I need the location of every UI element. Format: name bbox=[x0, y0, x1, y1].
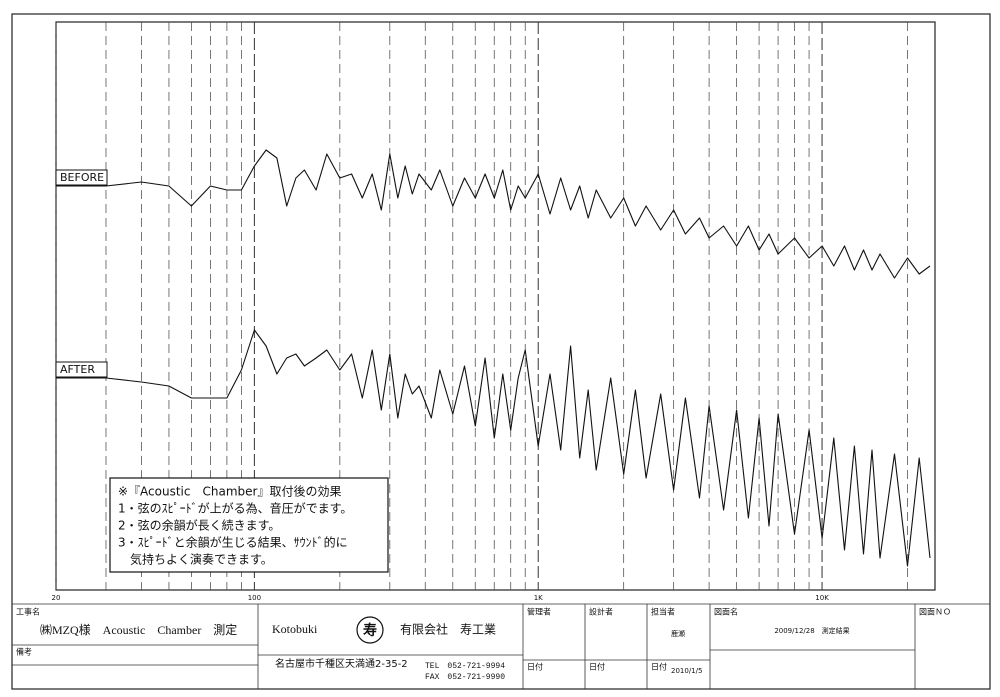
person-name: 鹿瀬 bbox=[671, 629, 685, 638]
drawing-name: 2009/12/28 測定結果 bbox=[774, 626, 849, 635]
tel: TEL 052-721-9994 bbox=[425, 662, 505, 671]
logo: 寿 bbox=[363, 622, 377, 639]
x-tick-label: 100 bbox=[248, 594, 261, 602]
date: 2010/1/5 bbox=[671, 667, 702, 675]
x-tick-label: 1K bbox=[534, 594, 543, 602]
title-block: 工事名 ㈱MZQ様 Acoustic Chamber 測定 備考 Kotobuk… bbox=[12, 603, 990, 689]
series-label: BEFORE bbox=[60, 171, 104, 184]
series-label-box bbox=[55, 361, 108, 378]
note-line: 1・弦のｽﾋﾟｰﾄﾞが上がる為、音圧がでます。 bbox=[118, 501, 352, 516]
x-tick-label: 10K bbox=[815, 594, 829, 602]
note-line: 3・ｽﾋﾟｰﾄﾞと余韻が生じる結果、ｻｳﾝﾄﾞ的に bbox=[118, 535, 348, 550]
note-line: 2・弦の余韻が長く続きます。 bbox=[118, 518, 280, 533]
date-label: 日付 bbox=[651, 662, 667, 672]
note: ※『Acoustic Chamber』取付後の効果 1・弦のｽﾋﾟｰﾄﾞが上がる為… bbox=[118, 484, 352, 567]
series-label-box bbox=[55, 169, 108, 186]
series-line bbox=[56, 149, 931, 279]
address: 名古屋市千種区天満通2-35-2 bbox=[275, 657, 408, 670]
company-name: 有限会社 寿工業 bbox=[400, 622, 496, 637]
date-label: 日付 bbox=[527, 662, 543, 672]
date-label: 日付 bbox=[589, 662, 605, 672]
series-line bbox=[56, 329, 931, 567]
note-line: 気持ちよく演奏できます。 bbox=[118, 552, 273, 567]
company-en: Kotobuki bbox=[272, 622, 318, 636]
logo-circle bbox=[356, 616, 384, 644]
drawing-no-label: 図面ＮＯ bbox=[919, 608, 951, 617]
project-name: ㈱MZQ様 Acoustic Chamber 測定 bbox=[40, 622, 237, 637]
manager-label: 管理者 bbox=[527, 607, 551, 617]
note-box bbox=[109, 477, 389, 573]
x-tick-label: 20 bbox=[52, 594, 61, 602]
plot: 20 100 1K 10K BEFORE AFTER bbox=[52, 22, 931, 602]
fax: FAX 052-721-9990 bbox=[425, 673, 505, 682]
note-line: ※『Acoustic Chamber』取付後の効果 bbox=[118, 484, 341, 499]
project-label: 工事名 bbox=[16, 607, 40, 617]
remarks-label: 備考 bbox=[16, 647, 32, 657]
sheet-border bbox=[11, 13, 991, 690]
series-label: AFTER bbox=[60, 363, 95, 376]
designer-label: 設計者 bbox=[589, 607, 613, 617]
drawing-name-label: 図面名 bbox=[714, 607, 738, 617]
person-label: 担当者 bbox=[651, 607, 675, 617]
